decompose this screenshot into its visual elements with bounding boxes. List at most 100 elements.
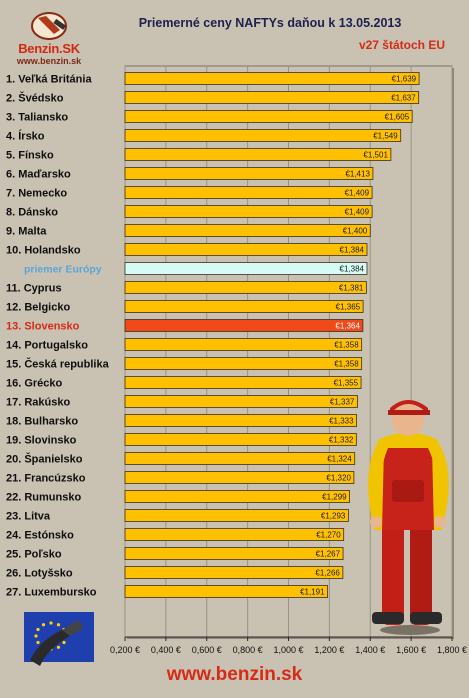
bar <box>124 243 368 256</box>
bar <box>124 186 373 199</box>
value-label: €1,637 <box>391 94 416 103</box>
value-label: €1,381 <box>339 284 364 293</box>
value-label: €1,639 <box>392 75 417 84</box>
value-label: €1,355 <box>334 379 359 388</box>
bar <box>124 338 363 351</box>
category-label: 24. Estónsko <box>6 530 74 542</box>
value-label: €1,409 <box>345 208 370 217</box>
bar <box>124 566 344 579</box>
bar <box>124 72 420 85</box>
value-label: €1,549 <box>373 132 398 141</box>
category-label: 8. Dánsko <box>6 207 58 219</box>
category-label: 5. Fínsko <box>6 150 54 162</box>
category-label: 12. Belgicko <box>6 302 70 314</box>
bar <box>124 585 328 598</box>
bar <box>124 471 355 484</box>
logo-url: www.benzin.sk <box>16 56 82 66</box>
mascot-illustration <box>368 400 449 635</box>
category-label: 17. Rakúsko <box>6 397 70 409</box>
footer-url[interactable]: www.benzin.sk <box>166 664 303 685</box>
value-label: €1,191 <box>300 588 325 597</box>
category-label: 14. Portugalsko <box>6 340 88 352</box>
category-label: 25. Poľsko <box>6 549 62 561</box>
bar <box>124 167 374 180</box>
value-label: €1,413 <box>345 170 370 179</box>
chart-subtitle: v27 štátoch EU <box>358 38 445 52</box>
category-label: 22. Rumunsko <box>6 492 81 504</box>
bar <box>124 490 351 503</box>
value-label: €1,409 <box>345 189 370 198</box>
value-label: €1,299 <box>322 493 347 502</box>
category-label: 18. Bulharsko <box>6 416 78 428</box>
bar <box>124 110 413 123</box>
category-label: 10. Holandsko <box>6 245 81 257</box>
value-label: €1,332 <box>329 436 354 445</box>
bar <box>124 129 402 142</box>
category-label: 21. Francúzsko <box>6 473 86 485</box>
bar <box>124 224 371 237</box>
bar <box>124 547 344 560</box>
category-label: 7. Nemecko <box>6 188 67 200</box>
bar <box>124 300 364 313</box>
value-label: €1,384 <box>340 246 365 255</box>
category-label: 27. Luxembursko <box>6 587 97 599</box>
category-label: 9. Malta <box>6 226 47 238</box>
category-label: priemer Európy <box>24 264 102 276</box>
value-label: €1,333 <box>329 417 354 426</box>
category-label: 11. Cyprus <box>6 283 62 295</box>
fuel-nozzle-icon <box>31 12 67 40</box>
logo-brand: Benzin.SK <box>18 41 80 56</box>
value-label: €1,364 <box>335 322 360 331</box>
x-tick-label: 1,400 € <box>355 645 385 655</box>
category-label: 20. Španielsko <box>6 453 83 466</box>
bar <box>124 281 367 294</box>
category-label: 13. Slovensko <box>6 321 80 333</box>
value-label: €1,358 <box>334 341 359 350</box>
value-label: €1,337 <box>330 398 355 407</box>
bar <box>124 91 420 104</box>
value-label: €1,605 <box>385 113 410 122</box>
value-label: €1,270 <box>316 531 341 540</box>
bar <box>124 319 364 332</box>
category-label: 23. Litva <box>6 511 51 523</box>
chart-title: Priemerné ceny NAFTYs daňou k 13.05.2013 <box>138 16 402 30</box>
x-tick-label: 0,600 € <box>192 645 222 655</box>
category-label: 16. Grécko <box>6 378 63 390</box>
x-tick-label: 0,800 € <box>233 645 263 655</box>
category-label: 19. Slovinsko <box>6 435 77 447</box>
value-label: €1,501 <box>363 151 388 160</box>
category-label: 3. Taliansko <box>6 112 68 124</box>
bar <box>124 433 357 446</box>
category-label: 4. Írsko <box>6 130 45 143</box>
value-label: €1,400 <box>343 227 368 236</box>
bar <box>124 528 345 541</box>
value-label: €1,384 <box>340 265 365 274</box>
value-label: €1,267 <box>316 550 341 559</box>
bar <box>124 148 392 161</box>
eu-flag-nozzle-icon <box>24 612 94 666</box>
bar <box>124 357 363 370</box>
bar <box>124 452 356 465</box>
category-label: 2. Švédsko <box>6 92 64 105</box>
bar <box>124 509 349 522</box>
benzin-logo: Benzin.SK www.benzin.sk <box>8 8 90 66</box>
category-label: 26. Lotyšsko <box>6 568 73 580</box>
x-tick-label: 0,400 € <box>151 645 181 655</box>
x-tick-label: 1,200 € <box>314 645 344 655</box>
x-tick-label: 0,200 € <box>110 645 140 655</box>
value-label: €1,320 <box>326 474 351 483</box>
value-label: €1,358 <box>334 360 359 369</box>
category-label: 1. Veľká Británia <box>6 74 92 86</box>
bar <box>124 414 357 427</box>
bar <box>124 205 373 218</box>
value-label: €1,324 <box>327 455 352 464</box>
bar <box>124 395 358 408</box>
x-tick-label: 1,800 € <box>437 645 467 655</box>
category-label: 6. Maďarsko <box>6 169 71 181</box>
bar <box>124 262 368 275</box>
category-label: 15. Česká republika <box>6 358 110 371</box>
bar <box>124 376 362 389</box>
value-label: €1,365 <box>336 303 361 312</box>
value-label: €1,293 <box>321 512 346 521</box>
